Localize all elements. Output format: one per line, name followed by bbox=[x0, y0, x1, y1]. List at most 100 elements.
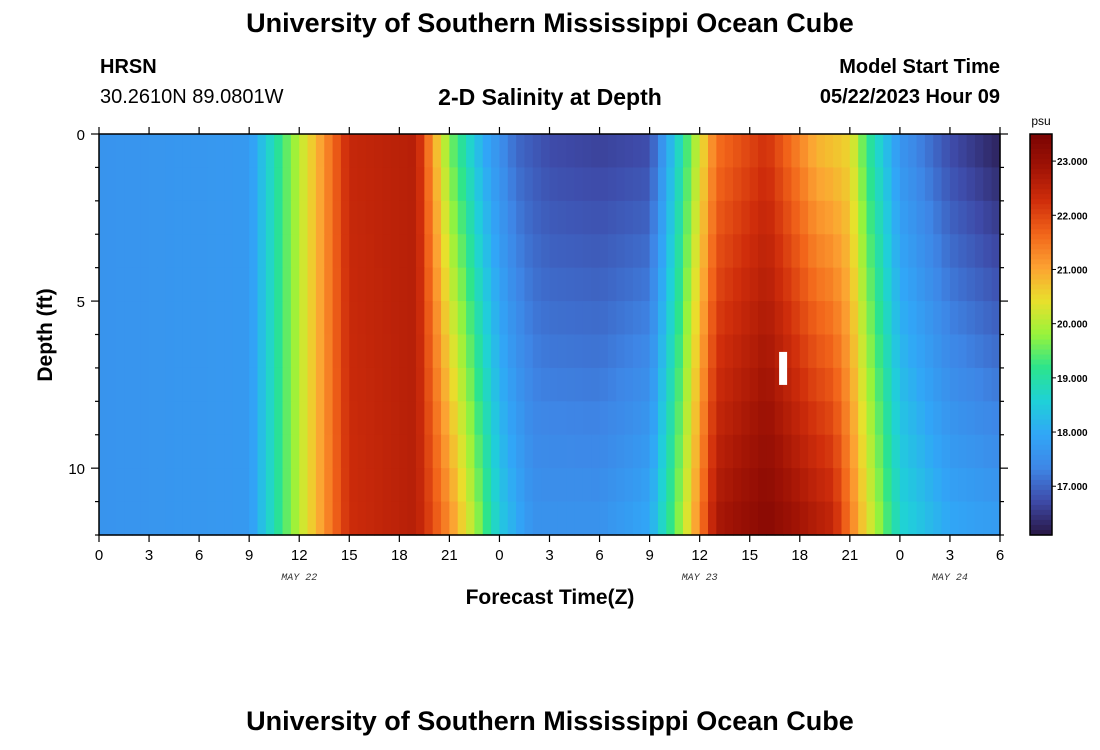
heatmap-cell bbox=[858, 134, 868, 169]
heatmap-cell bbox=[324, 301, 334, 336]
heatmap-cell bbox=[315, 401, 325, 436]
heatmap-cell bbox=[207, 167, 217, 202]
heatmap-cell bbox=[883, 301, 893, 336]
heatmap-cell bbox=[541, 367, 551, 402]
heatmap-cell bbox=[849, 401, 859, 436]
heatmap-cell bbox=[666, 367, 676, 402]
heatmap-cell bbox=[783, 367, 793, 402]
heatmap-cell bbox=[390, 200, 400, 235]
heatmap-cell bbox=[874, 367, 884, 402]
heatmap-cell bbox=[491, 434, 501, 469]
heatmap-cell bbox=[591, 200, 601, 235]
heatmap-cell bbox=[649, 301, 659, 336]
colorbar-segment bbox=[1030, 219, 1052, 225]
heatmap-cell bbox=[808, 134, 818, 169]
heatmap-cell bbox=[841, 334, 851, 369]
heatmap-cell bbox=[374, 234, 384, 269]
heatmap-cell bbox=[249, 334, 259, 369]
heatmap-cell bbox=[324, 334, 334, 369]
heatmap-cell bbox=[190, 134, 200, 169]
colorbar-segment bbox=[1030, 354, 1052, 361]
heatmap-cell bbox=[791, 301, 801, 336]
heatmap-cell bbox=[390, 367, 400, 402]
colorbar-segment bbox=[1030, 279, 1052, 285]
heatmap-cell bbox=[716, 301, 726, 336]
heatmap-cell bbox=[774, 501, 784, 536]
heatmap-cell bbox=[399, 367, 409, 402]
heatmap-cell bbox=[507, 200, 517, 235]
heatmap-cell bbox=[874, 167, 884, 202]
heatmap-cell bbox=[482, 501, 492, 536]
heatmap-cell bbox=[758, 200, 767, 235]
heatmap-cell bbox=[849, 334, 859, 369]
heatmap-cell bbox=[991, 200, 1001, 235]
salinity-chart: 0 3 6 9 12 15 18 21 0 3 6 9 12 15 18 21 0 3 6 MAY 22 MAY 23 M… bbox=[34, 114, 1088, 609]
heatmap-cell bbox=[841, 434, 851, 469]
heatmap-cell bbox=[808, 234, 818, 269]
colorbar-segment bbox=[1030, 169, 1052, 175]
heatmap-cell bbox=[682, 267, 692, 302]
heatmap-cell bbox=[641, 167, 651, 202]
heatmap-cell bbox=[399, 234, 409, 269]
heatmap-cell bbox=[866, 167, 876, 202]
heatmap-cell bbox=[933, 334, 943, 369]
colorbar-segment bbox=[1030, 154, 1052, 160]
colorbar-segment bbox=[1030, 479, 1052, 486]
heatmap-cell bbox=[974, 267, 984, 302]
heatmap-cell bbox=[215, 434, 225, 469]
heatmap-cell bbox=[232, 434, 242, 469]
heatmap-cell bbox=[499, 301, 509, 336]
heatmap-cell bbox=[924, 367, 934, 402]
heatmap-cell bbox=[340, 334, 350, 369]
heatmap-cell bbox=[866, 367, 876, 402]
heatmap-cell bbox=[149, 334, 158, 369]
heatmap-cell bbox=[949, 334, 959, 369]
heatmap-cell bbox=[299, 367, 309, 402]
heatmap-cell bbox=[949, 501, 959, 536]
x-tick-label: 15 bbox=[341, 547, 358, 564]
heatmap-cell bbox=[324, 468, 334, 503]
heatmap-cell bbox=[641, 301, 651, 336]
colorbar-segment bbox=[1030, 499, 1052, 506]
heatmap-cell bbox=[416, 301, 425, 336]
colorbar-segment bbox=[1030, 259, 1052, 265]
heatmap-cell bbox=[182, 301, 192, 336]
heatmap-cell bbox=[808, 468, 818, 503]
heatmap-cell bbox=[733, 234, 742, 269]
heatmap-cell bbox=[616, 434, 626, 469]
heatmap-cell bbox=[566, 234, 576, 269]
heatmap-cell bbox=[799, 434, 809, 469]
heatmap-cell bbox=[924, 401, 934, 436]
heatmap-cell bbox=[699, 468, 709, 503]
heatmap-cell bbox=[165, 334, 175, 369]
heatmap-cell bbox=[416, 434, 425, 469]
heatmap-cell bbox=[691, 167, 701, 202]
colorbar-segment bbox=[1030, 209, 1052, 215]
heatmap-cell bbox=[891, 501, 901, 536]
heatmap-cell bbox=[574, 367, 584, 402]
heatmap-cell bbox=[407, 301, 417, 336]
heatmap-cell bbox=[891, 401, 901, 436]
heatmap-cell bbox=[791, 167, 801, 202]
x-tick-label: 9 bbox=[645, 547, 653, 564]
x-tick-label: 21 bbox=[441, 547, 458, 564]
heatmap-cell bbox=[107, 367, 117, 402]
heatmap-cell bbox=[749, 167, 759, 202]
heatmap-cell bbox=[966, 134, 976, 169]
colorbar-segment bbox=[1030, 484, 1052, 491]
heatmap-cell bbox=[324, 134, 334, 169]
y-tick-label: 5 bbox=[77, 294, 85, 311]
heatmap-cell bbox=[466, 434, 476, 469]
heatmap-cell bbox=[307, 134, 317, 169]
heatmap-cell bbox=[924, 468, 934, 503]
heatmap-cell bbox=[799, 234, 809, 269]
heatmap-cell bbox=[249, 234, 259, 269]
heatmap-cell bbox=[215, 200, 225, 235]
heatmap-cell bbox=[190, 301, 200, 336]
heatmap-cell bbox=[107, 434, 117, 469]
heatmap-cell bbox=[232, 501, 242, 536]
heatmap-cell bbox=[182, 134, 192, 169]
heatmap-cell bbox=[449, 468, 459, 503]
heatmap-cell bbox=[983, 234, 993, 269]
heatmap-cell bbox=[941, 401, 951, 436]
